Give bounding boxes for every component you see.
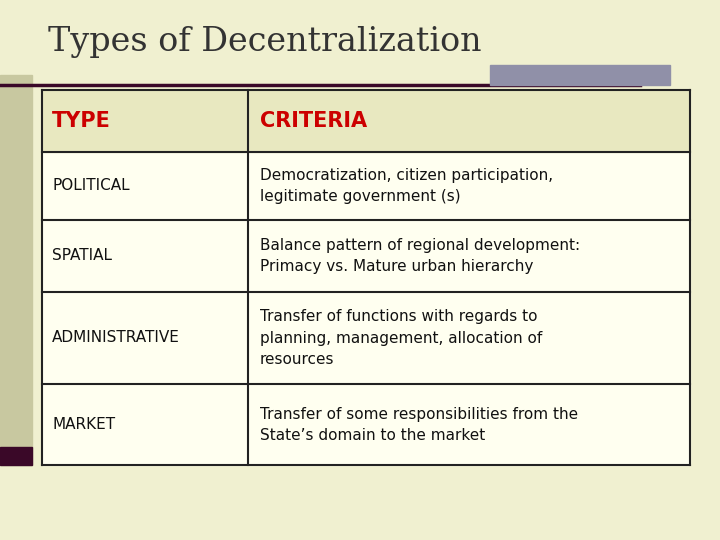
- Text: Transfer of functions with regards to
planning, management, allocation of
resour: Transfer of functions with regards to pl…: [260, 309, 542, 367]
- Bar: [42, 90, 690, 152]
- Text: Balance pattern of regional development:
Primacy vs. Mature urban hierarchy: Balance pattern of regional development:…: [260, 238, 580, 274]
- Bar: [490, 65, 670, 85]
- Text: POLITICAL: POLITICAL: [52, 179, 130, 193]
- Text: Democratization, citizen participation,
legitimate government (s): Democratization, citizen participation, …: [260, 168, 553, 204]
- Text: SPATIAL: SPATIAL: [52, 248, 112, 264]
- Bar: [0, 75, 32, 465]
- Text: ADMINISTRATIVE: ADMINISTRATIVE: [52, 330, 180, 346]
- Text: CRITERIA: CRITERIA: [260, 111, 367, 131]
- Text: Types of Decentralization: Types of Decentralization: [48, 26, 482, 58]
- Text: TYPE: TYPE: [52, 111, 111, 131]
- Bar: [0, 447, 32, 465]
- Text: MARKET: MARKET: [52, 417, 115, 432]
- Text: Transfer of some responsibilities from the
State’s domain to the market: Transfer of some responsibilities from t…: [260, 407, 578, 442]
- Bar: [42, 90, 690, 465]
